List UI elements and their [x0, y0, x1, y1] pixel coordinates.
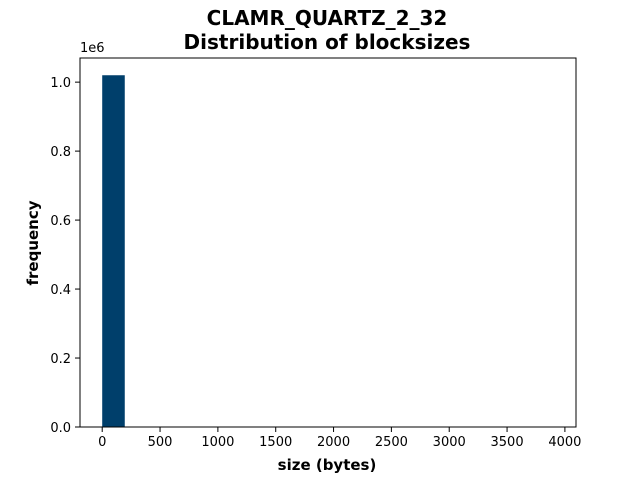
y-tick-label: 0.2	[50, 352, 71, 367]
x-tick-label: 1000	[201, 435, 234, 450]
x-tick-label: 4000	[548, 435, 581, 450]
x-tick-label: 1500	[259, 435, 292, 450]
chart-subtitle: Distribution of blocksizes	[184, 30, 471, 54]
bars	[102, 75, 125, 428]
y-tick-label: 1.0	[50, 76, 71, 91]
x-tick-label: 0	[98, 435, 106, 450]
x-axis: 0 500 1000 1500 2000 2500 3000 3500 4000	[98, 427, 581, 450]
y-tick-label: 0.0	[50, 421, 71, 436]
x-tick-label: 500	[148, 435, 173, 450]
chart-title: CLAMR_QUARTZ_2_32	[207, 6, 448, 30]
y-axis-label: frequency	[24, 200, 42, 285]
y-offset-label: 1e6	[80, 41, 105, 56]
y-tick-label: 0.4	[50, 283, 71, 298]
y-tick-label: 0.6	[50, 214, 71, 229]
x-tick-label: 2000	[317, 435, 350, 450]
x-tick-label: 3000	[433, 435, 466, 450]
y-axis: 0.0 0.2 0.4 0.6 0.8 1.0	[50, 76, 80, 436]
x-axis-label: size (bytes)	[278, 456, 377, 474]
y-tick-label: 0.8	[50, 145, 71, 160]
histogram-bar-0	[102, 75, 125, 428]
x-tick-label: 2500	[375, 435, 408, 450]
x-tick-label: 3500	[491, 435, 524, 450]
plot-area	[79, 57, 577, 428]
